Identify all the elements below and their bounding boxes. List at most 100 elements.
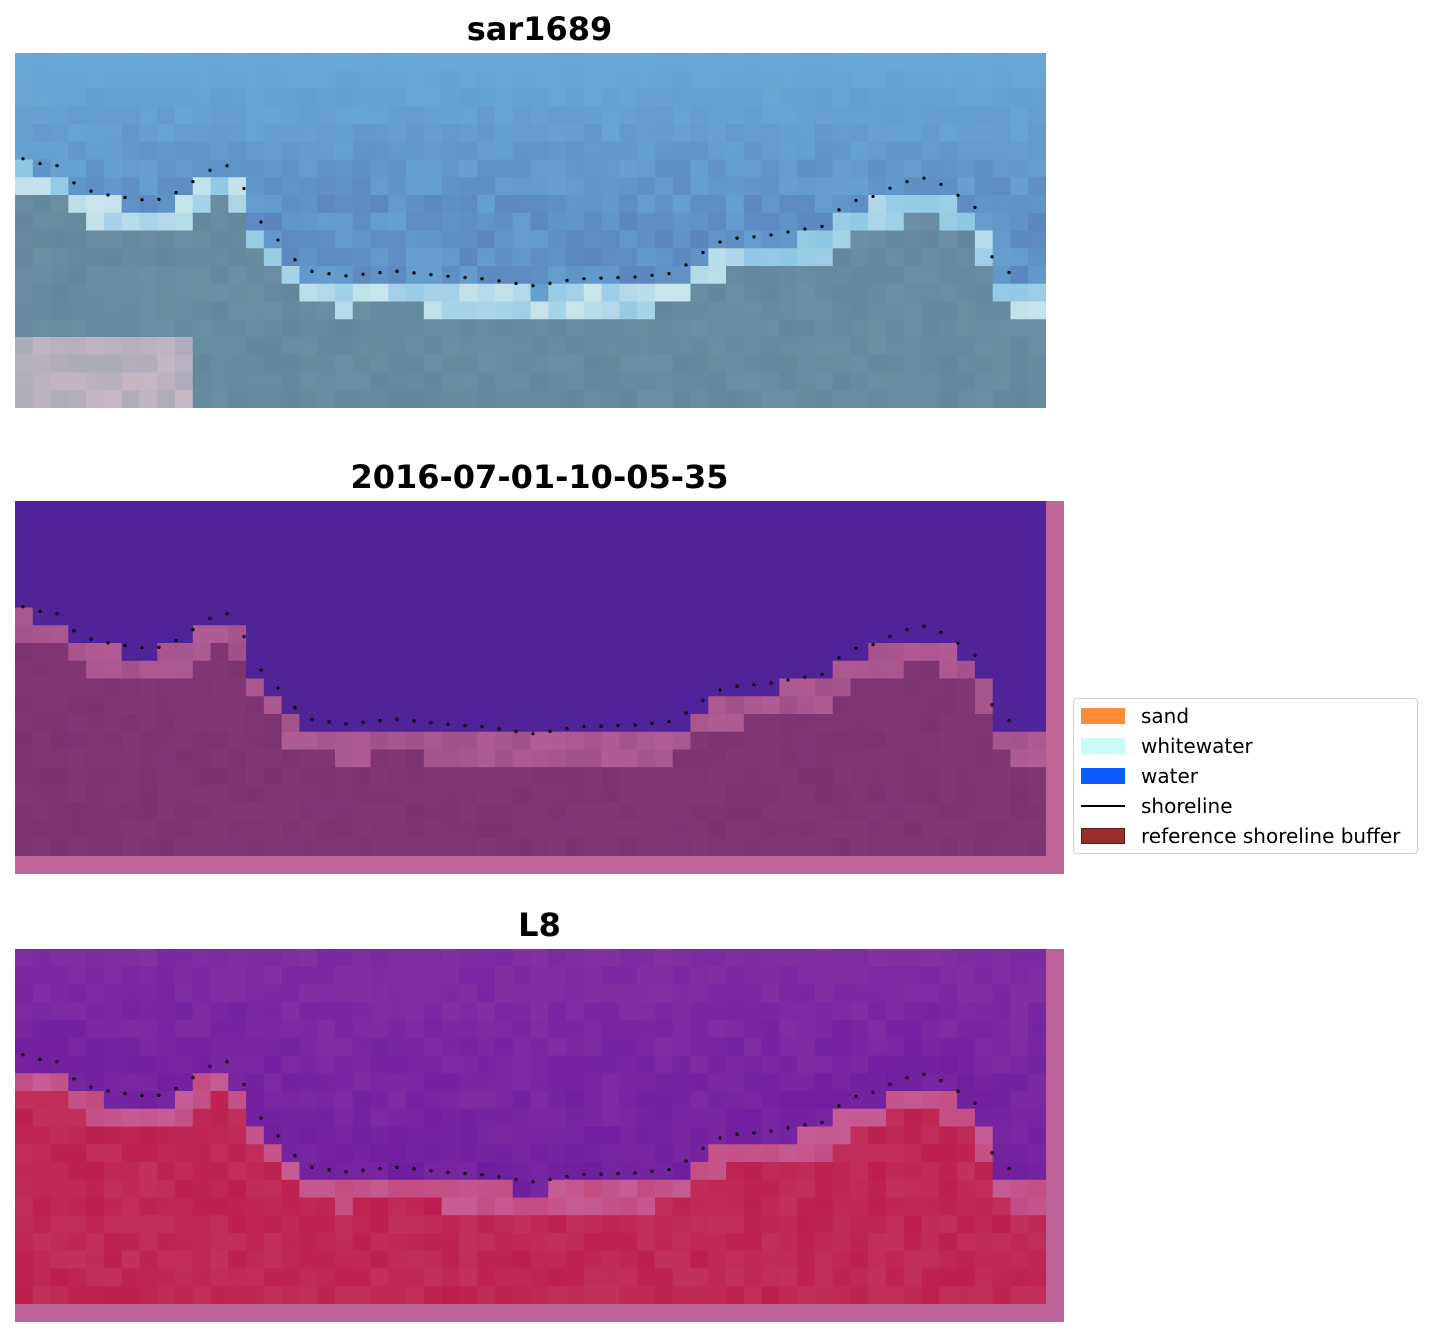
- image-pixel: [637, 572, 656, 591]
- image-pixel: [441, 838, 460, 857]
- shoreline-point: [497, 1175, 501, 1179]
- image-pixel: [228, 554, 247, 573]
- image-pixel: [228, 820, 247, 839]
- image-pixel: [1028, 1250, 1047, 1270]
- image-pixel: [1028, 88, 1046, 107]
- image-pixel: [370, 838, 389, 857]
- image-pixel: [708, 177, 727, 196]
- image-pixel: [210, 212, 229, 232]
- image-pixel: [299, 1108, 318, 1128]
- image-pixel: [370, 354, 389, 374]
- image-pixel: [850, 554, 869, 573]
- image-pixel: [157, 589, 176, 609]
- image-pixel: [761, 501, 780, 520]
- image-pixel: [566, 301, 585, 320]
- image-pixel: [619, 838, 638, 857]
- image-pixel: [477, 678, 496, 697]
- image-pixel: [832, 124, 852, 143]
- image-pixel: [637, 731, 656, 751]
- image-pixel: [103, 1073, 123, 1092]
- image-pixel: [263, 319, 283, 338]
- image-pixel: [690, 554, 709, 573]
- image-pixel: [530, 1144, 549, 1163]
- image-pixel: [654, 1108, 674, 1128]
- image-pixel: [566, 141, 585, 161]
- image-pixel: [583, 1179, 603, 1199]
- image-pixel: [832, 518, 852, 538]
- image-pixel: [743, 1197, 763, 1216]
- image-pixel: [174, 1286, 194, 1305]
- image-pixel: [103, 1215, 123, 1234]
- image-pixel: [121, 731, 141, 751]
- image-pixel: [299, 536, 318, 555]
- image-pixel: [121, 966, 141, 986]
- image-pixel: [832, 106, 852, 125]
- image-pixel: [974, 53, 994, 72]
- image-pixel: [494, 1179, 514, 1199]
- image-pixel: [103, 337, 123, 356]
- image-pixel: [139, 124, 158, 143]
- image-pixel: [1028, 518, 1047, 538]
- image-pixel: [1010, 554, 1029, 573]
- image-pixel: [157, 625, 176, 644]
- image-pixel: [548, 1286, 567, 1305]
- image-pixel: [530, 230, 549, 249]
- shoreline-point: [701, 698, 705, 703]
- image-pixel: [921, 802, 940, 822]
- image-pixel: [68, 731, 87, 751]
- image-pixel: [637, 319, 656, 338]
- image-pixel: [886, 1091, 905, 1110]
- image-pixel: [726, 53, 745, 72]
- image-pixel: [68, 212, 87, 232]
- image-pixel: [637, 589, 656, 609]
- image-pixel: [832, 984, 852, 1003]
- image-pixel: [263, 354, 283, 374]
- legend-label: whitewater: [1141, 734, 1253, 758]
- image-pixel: [743, 372, 763, 391]
- image-pixel: [86, 337, 105, 356]
- image-pixel: [761, 195, 780, 214]
- image-pixel: [68, 1144, 87, 1163]
- image-pixel: [761, 230, 780, 249]
- image-pixel: [317, 248, 336, 267]
- image-pixel: [50, 390, 69, 408]
- image-pixel: [459, 785, 478, 804]
- image-pixel: [654, 319, 674, 338]
- image-pixel: [139, 785, 158, 804]
- image-pixel: [352, 1073, 372, 1092]
- image-pixel: [192, 1037, 212, 1057]
- image-pixel: [708, 372, 727, 391]
- image-pixel: [263, 212, 283, 232]
- image-pixel: [50, 785, 69, 804]
- image-pixel: [477, 1073, 496, 1092]
- image-pixel: [637, 838, 656, 857]
- image-pixel: [494, 1215, 514, 1234]
- image-pixel: [281, 1126, 301, 1145]
- image-pixel: [139, 572, 158, 591]
- image-pixel: [121, 625, 141, 644]
- image-pixel: [974, 820, 994, 839]
- image-pixel: [583, 1286, 603, 1305]
- shoreline-point: [922, 1072, 926, 1076]
- image-pixel: [50, 1233, 69, 1252]
- image-pixel: [103, 838, 123, 857]
- image-pixel: [477, 949, 496, 968]
- image-pixel: [299, 572, 318, 591]
- image-pixel: [1010, 501, 1029, 520]
- image-pixel: [477, 607, 496, 626]
- image-pixel: [1010, 1250, 1029, 1270]
- image-pixel: [814, 1179, 834, 1199]
- image-pixel: [797, 1250, 816, 1270]
- image-pixel: [157, 1250, 176, 1270]
- image-pixel: [157, 1197, 176, 1216]
- image-pixel: [477, 106, 496, 125]
- image-pixel: [992, 354, 1012, 374]
- image-pixel: [921, 266, 940, 285]
- image-pixel: [477, 195, 496, 214]
- image-pixel: [903, 195, 923, 214]
- image-pixel: [15, 1233, 34, 1252]
- image-pixel: [388, 212, 407, 232]
- image-pixel: [761, 838, 780, 857]
- image-pixel: [139, 501, 158, 520]
- image-pixel: [512, 53, 532, 72]
